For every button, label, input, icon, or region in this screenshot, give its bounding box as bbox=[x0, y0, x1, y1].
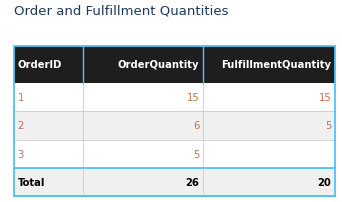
Text: FulfillmentQuantity: FulfillmentQuantity bbox=[221, 60, 331, 70]
Text: 20: 20 bbox=[318, 177, 331, 187]
Text: 15: 15 bbox=[187, 93, 199, 103]
Text: 2: 2 bbox=[17, 121, 24, 131]
Text: 26: 26 bbox=[186, 177, 199, 187]
Text: OrderID: OrderID bbox=[17, 60, 62, 70]
Text: 5: 5 bbox=[193, 149, 199, 159]
Text: 3: 3 bbox=[17, 149, 24, 159]
Text: Total: Total bbox=[17, 177, 45, 187]
Text: 1: 1 bbox=[17, 93, 24, 103]
Text: 5: 5 bbox=[325, 121, 331, 131]
Text: OrderQuantity: OrderQuantity bbox=[118, 60, 199, 70]
Text: Order and Fulfillment Quantities: Order and Fulfillment Quantities bbox=[14, 4, 228, 17]
Text: 15: 15 bbox=[318, 93, 331, 103]
Text: 6: 6 bbox=[193, 121, 199, 131]
